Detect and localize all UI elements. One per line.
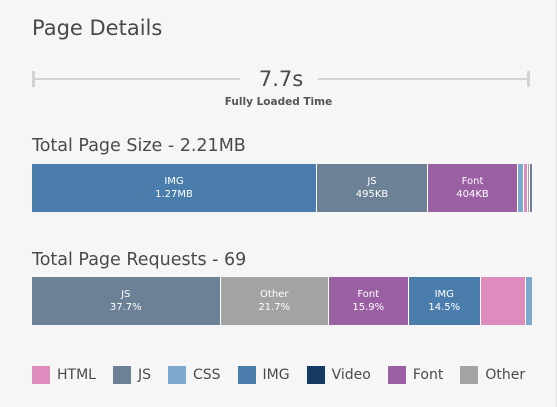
page-requests-segment-value: 37.7% (109, 302, 142, 313)
page-size-bar: IMG 1.27MB JS 495KB Font 404KB (32, 164, 532, 212)
timeline-end-cap (527, 71, 530, 87)
legend-swatch (237, 366, 256, 384)
fully-loaded-time-caption: Fully Loaded Time (224, 96, 333, 108)
page-requests-segment-value: 15.9% (352, 302, 385, 313)
page-size-segment-other[interactable] (528, 164, 530, 212)
page-size-segment-label: IMG (164, 176, 184, 187)
legend-item-video: Video (306, 366, 371, 384)
legend-swatch (167, 366, 186, 384)
fully-loaded-timeline: 7.7s (32, 64, 530, 94)
page-size-segment-js[interactable]: JS 495KB (317, 164, 428, 212)
legend-swatch (112, 366, 131, 384)
page-size-segment-img[interactable]: IMG 1.27MB (32, 164, 317, 212)
legend-label: JS (137, 367, 151, 383)
page-size-segment-value: 1.27MB (155, 189, 193, 200)
legend-swatch (306, 366, 325, 384)
legend-swatch (32, 366, 50, 384)
page-requests-segment-js[interactable]: JS 37.7% (32, 277, 221, 325)
legend-swatch (387, 366, 406, 384)
page-requests-segment-other[interactable]: Other 21.7% (220, 277, 329, 325)
legend-swatch (460, 366, 479, 384)
page-requests-segment-font[interactable]: Font 15.9% (329, 277, 409, 325)
legend-label: CSS (192, 367, 221, 383)
legend-label: Video (331, 367, 371, 383)
page-requests-segment-label: Other (260, 289, 289, 300)
fully-loaded-time-value: 7.7s (258, 67, 304, 91)
legend-item-js: JS (112, 366, 151, 384)
legend-item-html: HTML (32, 366, 96, 384)
legend-label: Font (412, 367, 444, 383)
legend-item-css: CSS (167, 366, 221, 384)
page-requests-segment-html[interactable] (481, 277, 526, 325)
legend-label: IMG (262, 367, 290, 383)
page-requests-segment-css[interactable] (525, 277, 532, 325)
page-size-segment-value: 404KB (456, 189, 489, 200)
page-size-segment-font[interactable]: Font 404KB (428, 164, 518, 212)
page-size-segment-label: JS (367, 176, 377, 187)
total-page-requests-title: Total Page Requests - 69 (32, 250, 247, 270)
content-type-legend: HTML JS CSS IMG Video Font Other (32, 366, 525, 384)
page-size-segment-value: 495KB (355, 189, 389, 200)
page-size-segment-label: Font (461, 176, 484, 187)
page-requests-segment-label: JS (121, 289, 131, 300)
page-requests-segment-label: IMG (434, 289, 454, 300)
legend-label: HTML (57, 367, 96, 383)
page-size-segment-html[interactable] (524, 164, 529, 212)
timeline-line-right (318, 78, 530, 80)
page-requests-bar: JS 37.7% Other 21.7% Font 15.9% IMG 14.5% (32, 277, 532, 325)
legend-item-other: Other (460, 366, 525, 384)
page-requests-segment-label: Font (357, 289, 380, 300)
page-title: Page Details (32, 16, 163, 40)
legend-label: Other (485, 367, 526, 383)
legend-item-font: Font (387, 366, 444, 384)
page-requests-segment-value: 14.5% (428, 302, 461, 313)
page-size-segment-video[interactable] (529, 164, 532, 212)
timeline-line-left (32, 78, 240, 80)
page-requests-segment-img[interactable]: IMG 14.5% (408, 277, 481, 325)
page-size-segment-css[interactable] (518, 164, 524, 212)
legend-item-img: IMG (237, 366, 290, 384)
total-page-size-title: Total Page Size - 2.21MB (32, 136, 246, 156)
page-requests-segment-value: 21.7% (258, 302, 291, 313)
